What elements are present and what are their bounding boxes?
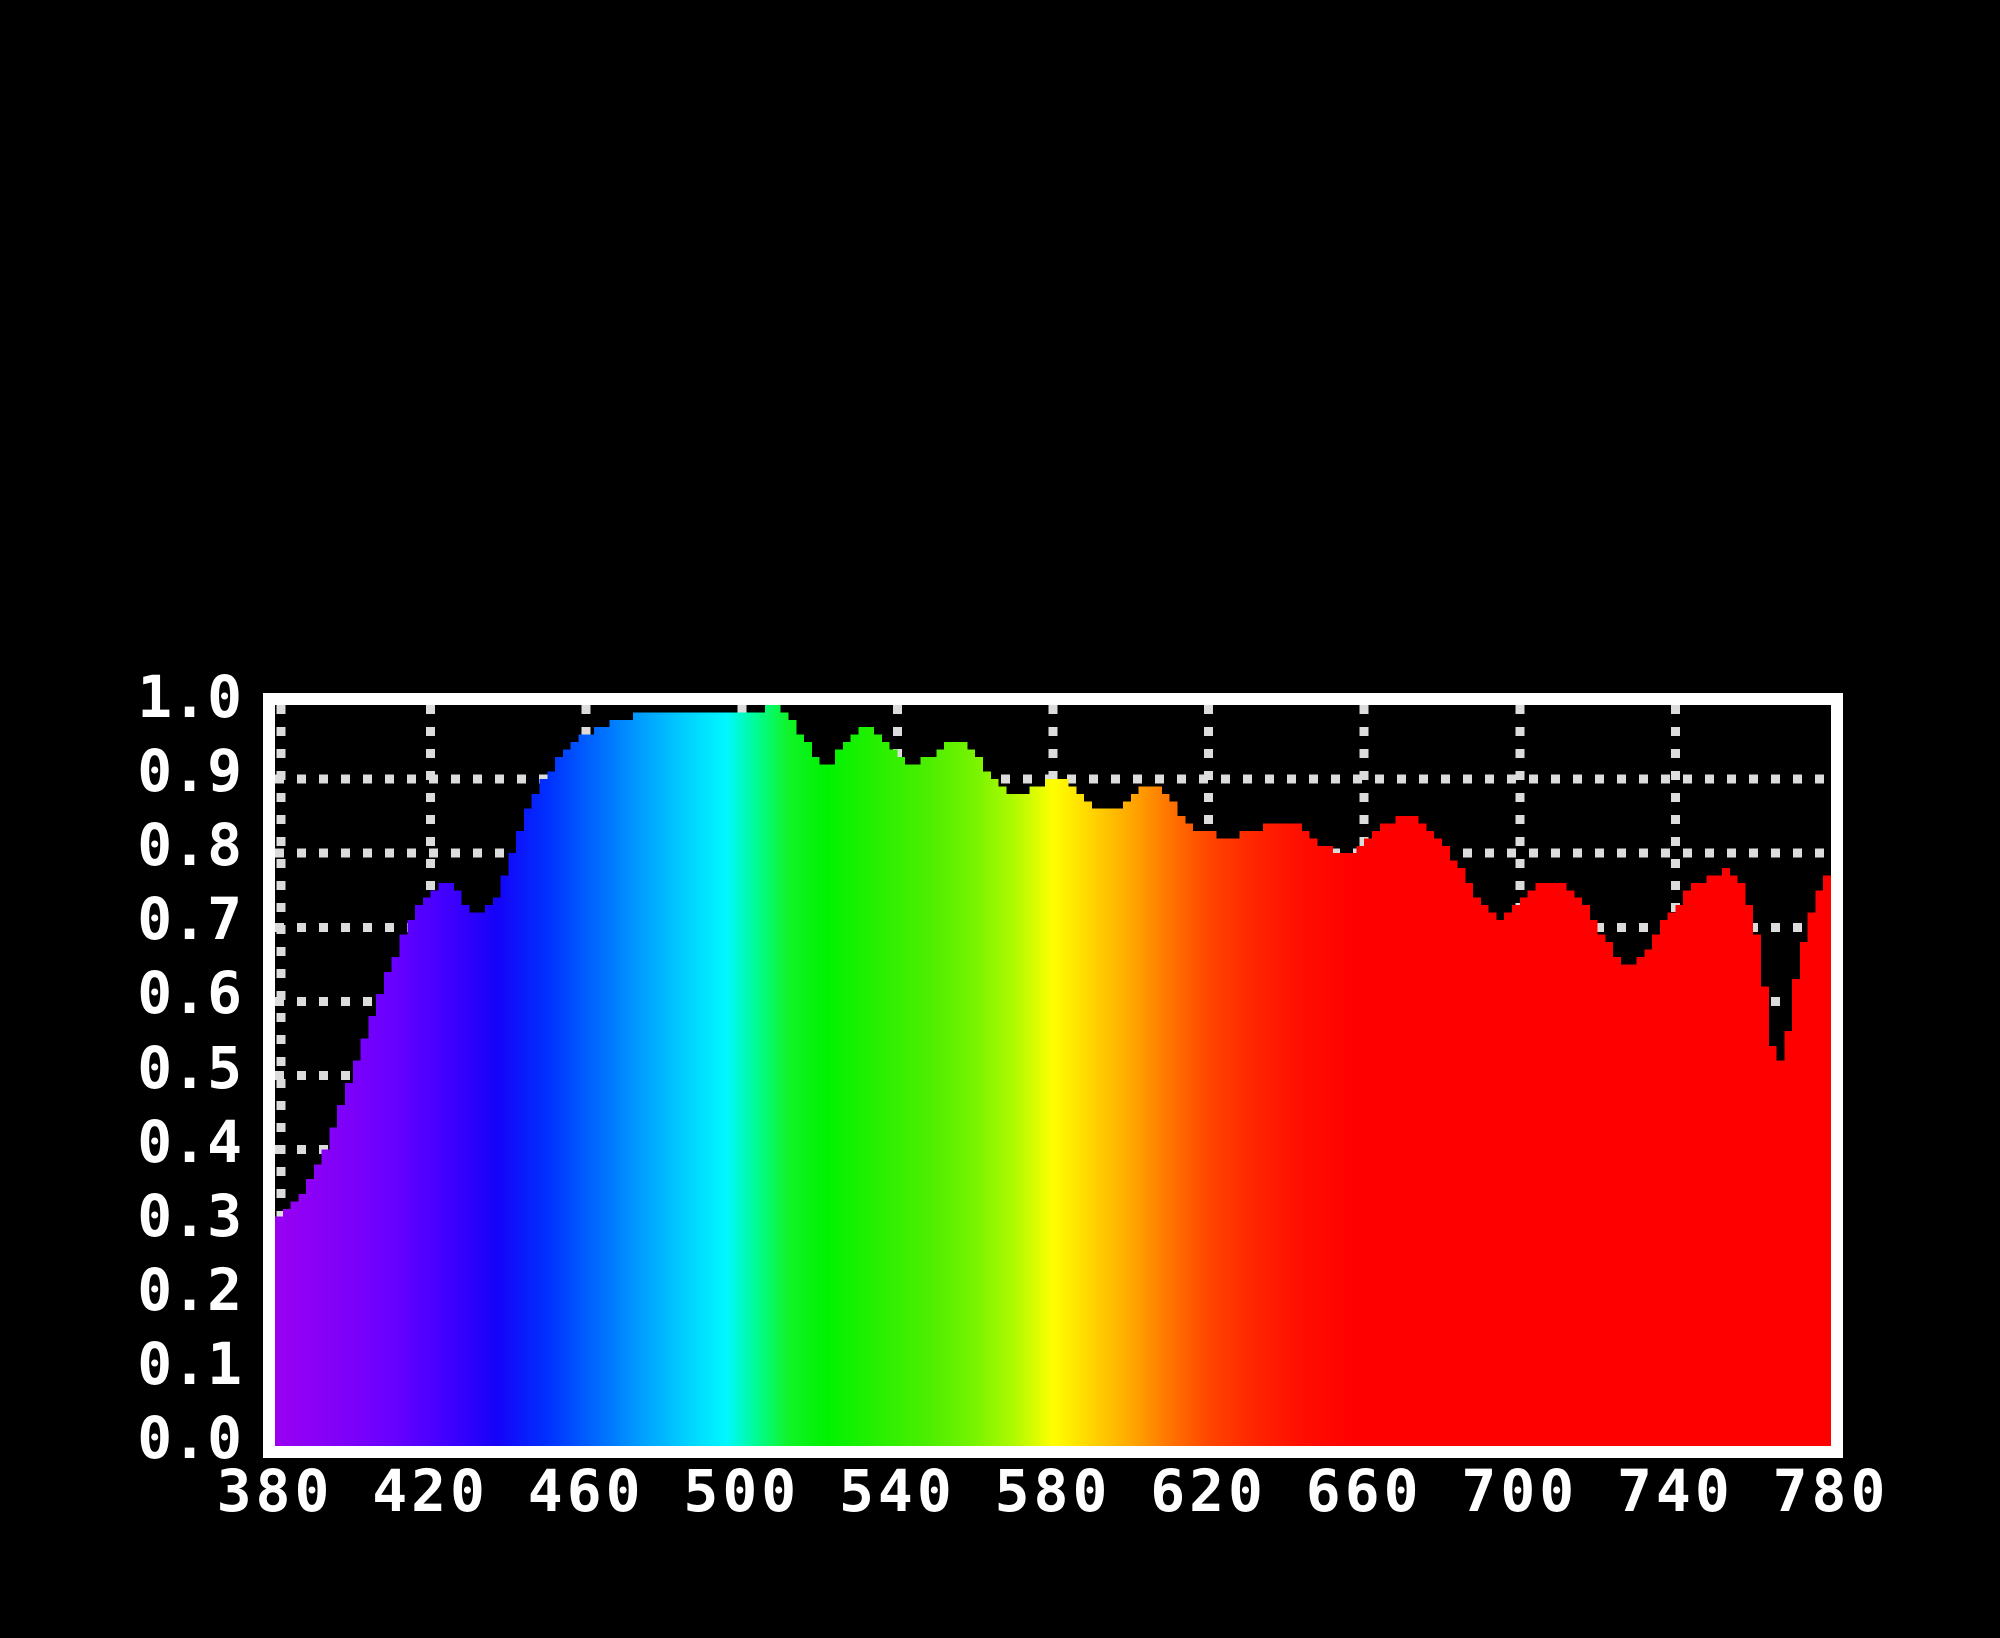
x-tick-label-500: 500 xyxy=(683,1457,801,1525)
y-tick-label-0.7: 0.7 xyxy=(137,885,242,954)
y-tick-label-0.4: 0.4 xyxy=(137,1107,242,1176)
spectrum-area-fill xyxy=(275,705,1831,1446)
x-tick-label-700: 700 xyxy=(1461,1457,1579,1525)
x-tick-label-580: 580 xyxy=(994,1457,1112,1525)
x-tick-label-460: 460 xyxy=(527,1457,645,1525)
x-tick-label-740: 740 xyxy=(1617,1457,1734,1525)
x-tick-label-380: 380 xyxy=(216,1457,334,1525)
y-tick-label-0.2: 0.2 xyxy=(137,1255,242,1324)
x-tick-label-620: 620 xyxy=(1150,1457,1267,1525)
y-tick-label-0.3: 0.3 xyxy=(137,1181,242,1250)
x-tick-label-660: 660 xyxy=(1305,1457,1423,1525)
y-tick-label-1.0: 1.0 xyxy=(137,663,242,731)
y-tick-label-0.5: 0.5 xyxy=(137,1033,242,1102)
y-tick-label-0.9: 0.9 xyxy=(137,737,242,806)
x-tick-label-420: 420 xyxy=(372,1457,489,1525)
y-tick-label-0.8: 0.8 xyxy=(137,811,242,880)
x-tick-label-540: 540 xyxy=(839,1457,956,1525)
y-tick-label-0.0: 0.0 xyxy=(137,1404,242,1472)
y-tick-label-0.1: 0.1 xyxy=(137,1329,242,1398)
plot-area xyxy=(275,705,1831,1446)
plot-frame xyxy=(263,693,1843,1458)
x-tick-label-780: 780 xyxy=(1772,1457,1890,1525)
y-tick-label-0.6: 0.6 xyxy=(137,959,242,1028)
